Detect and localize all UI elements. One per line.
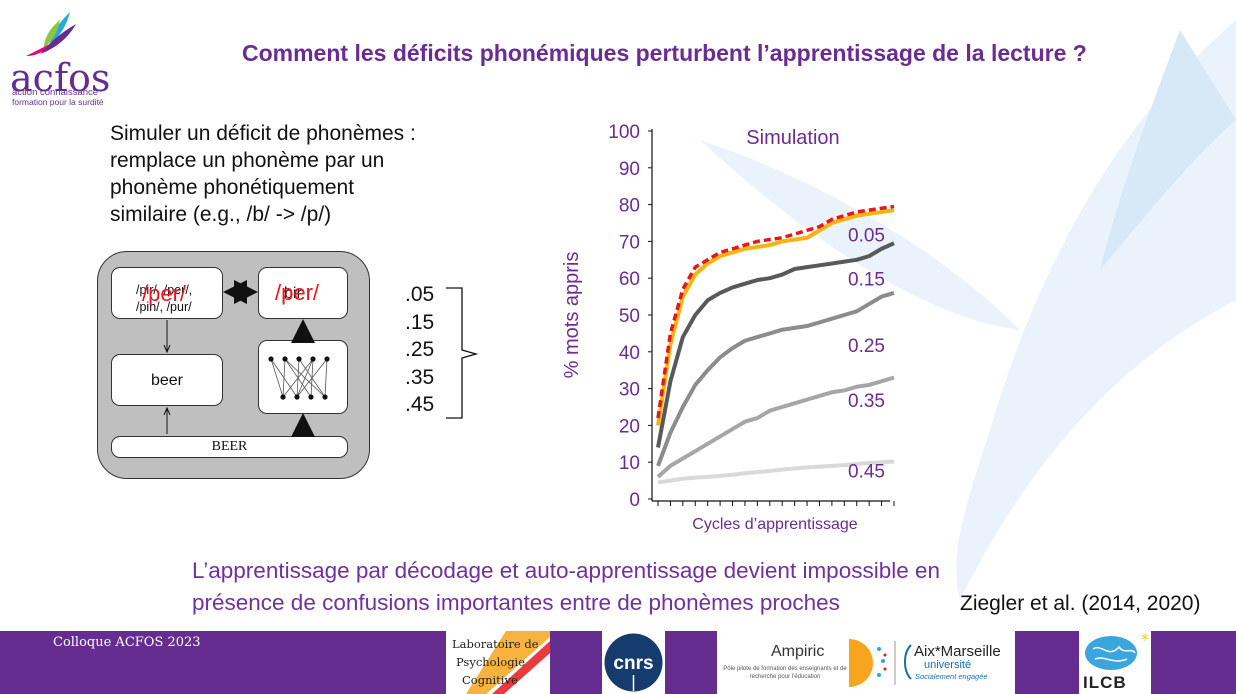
phonology-target: /per/ xyxy=(142,281,187,306)
series-label: 0.25 xyxy=(848,336,885,357)
noise-level: .35 xyxy=(405,365,435,389)
ilcb-text: ILCB xyxy=(1083,673,1127,692)
svg-text:*: * xyxy=(1141,631,1149,649)
footer-bar: Colloque ACFOS 2023 Laboratoire de Psych… xyxy=(0,631,1236,694)
y-tick-label: 50 xyxy=(619,306,640,327)
series-label: 0.35 xyxy=(848,391,885,412)
y-tick-label: 80 xyxy=(619,196,640,217)
intro-line: Simuler un déficit de phonèmes : xyxy=(110,122,416,145)
intro-line: phonème phonétiquement xyxy=(110,176,355,199)
noise-level-list: .05 .15 .25 .35 .45 xyxy=(405,281,434,419)
ilcb-brain-icon: * xyxy=(1085,631,1149,670)
phonology-box: /pir/, /per/, /pin/, /pur/ /per/ xyxy=(111,267,223,319)
series-line-0-35 xyxy=(656,375,895,479)
amu-line-1: Aix*Marseille xyxy=(914,643,1001,660)
y-tick-label: 100 xyxy=(608,122,640,143)
y-tick-label: 90 xyxy=(619,159,640,180)
series-label: 0.05 xyxy=(848,225,885,246)
series-line-0-25 xyxy=(656,291,895,467)
ampiric-burst-icon xyxy=(849,639,912,687)
phonology-options: /pir/, /per/, /pin/, /pur/ xyxy=(136,283,193,314)
series-line-reference xyxy=(656,204,895,419)
chart-title: Simulation xyxy=(746,127,839,149)
lpc-line: Cognitive xyxy=(462,673,518,687)
conclusion-line: L’apprentissage par décodage et auto-app… xyxy=(192,558,941,583)
slide-title: Comment les déficits phonémiques perturb… xyxy=(242,40,1087,66)
lpc-logo: Laboratoire de Psychologie Cognitive xyxy=(446,631,550,694)
intro-text: Simuler un déficit de phonèmes : remplac… xyxy=(110,120,470,228)
input-word: BEER xyxy=(211,439,248,454)
logo-feather-icon xyxy=(26,12,76,56)
logo-tagline-2: formation pour la surdité xyxy=(12,97,104,107)
chart-series-labels: 0.05 0.15 0.25 0.35 0.45 xyxy=(848,225,885,482)
x-axis-label: Cycles d’apprentissage xyxy=(692,516,858,533)
y-tick-label: 30 xyxy=(619,380,640,401)
noise-level: .45 xyxy=(405,393,435,416)
orthography-output-text: bir xyxy=(284,285,302,302)
series-line-0-15 xyxy=(656,241,895,448)
y-tick-label: 60 xyxy=(619,269,640,290)
y-tick-label: 0 xyxy=(629,490,640,511)
intro-line: remplace un phonème par un xyxy=(110,149,385,172)
logo-tagline-1: action connaissance xyxy=(12,87,99,98)
noise-level: .15 xyxy=(405,310,435,334)
series-line-0-05 xyxy=(656,208,895,426)
cnrs-text: cnrs xyxy=(613,653,653,674)
x-axis-ticks xyxy=(657,501,895,506)
chart-series xyxy=(656,204,895,485)
semantic-box: beer xyxy=(111,354,223,406)
cnrs-logo: cnrs xyxy=(602,631,665,694)
logo-word: acfos xyxy=(10,56,111,100)
network-arrows xyxy=(98,280,315,437)
orthography-output-target: /per/ xyxy=(275,280,320,305)
noise-level: .25 xyxy=(405,338,435,361)
y-tick-label: 10 xyxy=(619,453,640,474)
y-tick-label: 70 xyxy=(619,232,640,253)
y-axis-ticks: 0 10 20 30 40 50 60 70 80 90 100 xyxy=(608,122,652,511)
acfos-logo: acfos action connaissance formation pour… xyxy=(10,10,120,110)
cnrs-logo-icon: cnrs xyxy=(604,633,663,692)
footer-text: Colloque ACFOS 2023 xyxy=(53,635,201,650)
ampiric-amu-logo: Ampiric Pôle pilote de formation des ens… xyxy=(717,631,1015,694)
lpc-line: Laboratoire de xyxy=(452,637,539,651)
citation: Ziegler et al. (2014, 2020) xyxy=(960,592,1201,615)
noise-level: .05 xyxy=(405,283,435,306)
ampiric-subtitle: Pôle pilote de formation des enseignants… xyxy=(723,666,847,680)
conclusion-line: présence de confusions importantes entre… xyxy=(192,590,840,615)
intro-line: similaire (e.g., /b/ -> /p/) xyxy=(110,203,332,226)
y-tick-label: 40 xyxy=(619,343,640,364)
ampiric-word: Ampiric xyxy=(771,643,825,660)
y-axis-label: % mots appris xyxy=(561,252,583,379)
series-label: 0.45 xyxy=(848,461,885,482)
input-box: BEER xyxy=(111,436,348,458)
y-tick-label: 20 xyxy=(619,416,640,437)
series-label: 0.15 xyxy=(848,270,885,291)
semantic-word: beer xyxy=(150,372,184,389)
network-diagram: /pir/, /per/, /pin/, /pur/ /per/ bir /pe… xyxy=(97,251,370,479)
orthography-output-box: bir /per/ xyxy=(258,267,348,319)
conclusion-text: L’apprentissage par décodage et auto-app… xyxy=(192,555,940,619)
ilcb-logo: * ILCB xyxy=(1079,631,1151,694)
noise-brace xyxy=(446,287,479,419)
lpc-line: Psychologie xyxy=(456,655,526,669)
hidden-layer-network-icon xyxy=(268,356,330,400)
lpc-stripe-icon xyxy=(466,631,550,694)
amu-line-3: Socialement engagée xyxy=(915,672,988,681)
background-swoosh xyxy=(700,20,1236,600)
amu-line-2: université xyxy=(924,659,972,671)
hidden-layer-box xyxy=(258,340,348,414)
series-line-0-45 xyxy=(657,459,895,485)
